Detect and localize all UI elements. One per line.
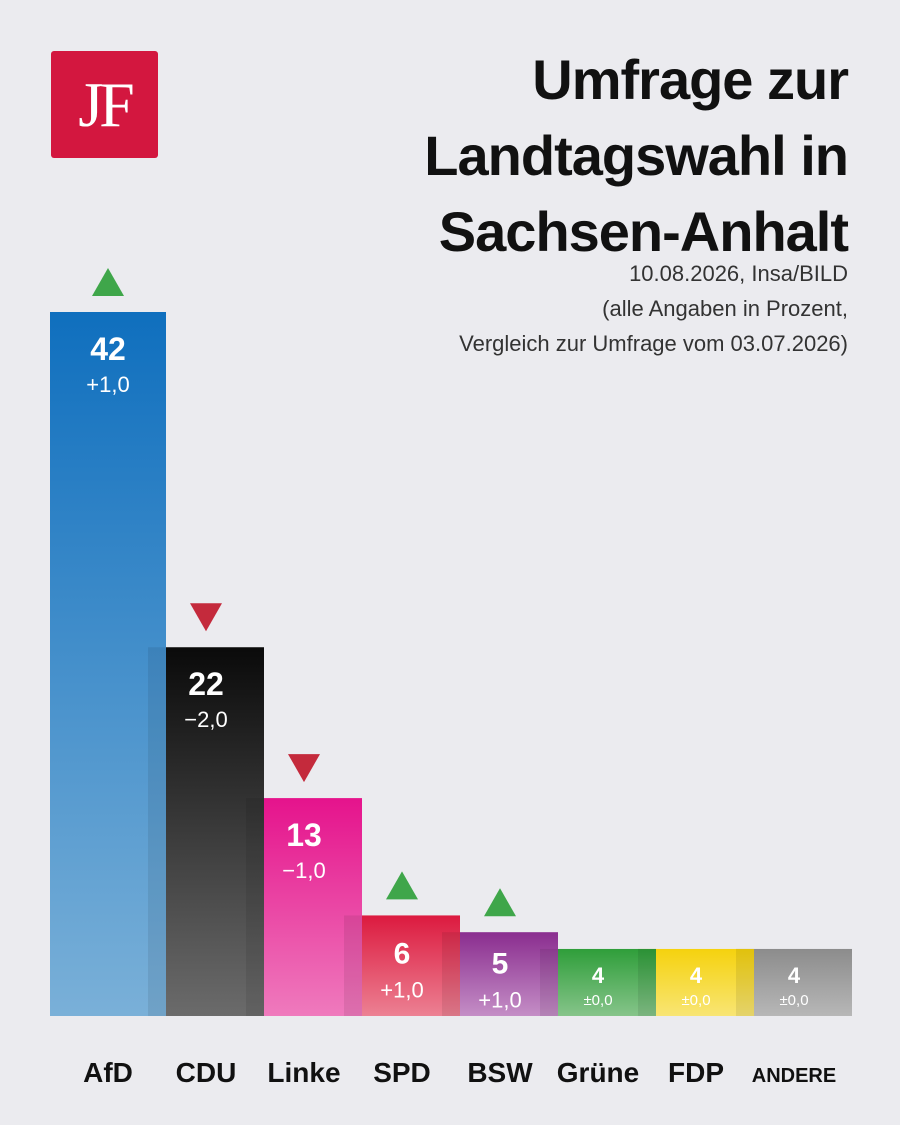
subtitle-units-note: (alle Angaben in Prozent, xyxy=(602,296,848,321)
category-label-linke: Linke xyxy=(267,1057,340,1088)
category-label-grüne: Grüne xyxy=(557,1057,639,1088)
title-line-3: Sachsen-Anhalt xyxy=(438,200,849,263)
bar-value-label: 4 xyxy=(690,963,703,988)
bar-change-label: −2,0 xyxy=(184,707,227,732)
subtitle-comparison-note: Vergleich zur Umfrage vom 03.07.2026) xyxy=(459,331,848,356)
bar-change-label: +1,0 xyxy=(86,372,129,397)
bar-shadow xyxy=(638,948,656,1016)
bar-shadow xyxy=(736,948,754,1016)
category-label-afd: AfD xyxy=(83,1057,133,1088)
trend-up-icon xyxy=(92,268,124,296)
category-label-bsw: BSW xyxy=(467,1057,533,1088)
bar-value-label: 4 xyxy=(592,963,605,988)
trend-down-icon xyxy=(190,603,222,632)
chart-title: Umfrage zur Landtagswahl in Sachsen-Anha… xyxy=(248,42,849,270)
bar-value-label: 13 xyxy=(286,817,322,853)
logo-text: JF xyxy=(78,68,134,140)
category-label-andere: ANDERE xyxy=(752,1065,836,1087)
bar-linke xyxy=(246,798,362,1016)
bar-change-label: +1,0 xyxy=(478,987,521,1012)
bar-bsw xyxy=(442,932,558,1016)
chart-subtitle: 10.08.2026, Insa/BILD (alle Angaben in P… xyxy=(288,256,848,361)
bar-value-label: 6 xyxy=(394,938,411,971)
trend-down-icon xyxy=(288,754,320,783)
category-label-cdu: CDU xyxy=(176,1057,237,1088)
bar-afd xyxy=(50,312,166,1016)
bar-fdp xyxy=(638,948,754,1016)
jf-logo: JF xyxy=(51,51,158,158)
bar-grüne xyxy=(540,948,656,1016)
bar-shadow xyxy=(344,915,362,1016)
bar-value-label: 22 xyxy=(188,666,224,702)
bar-change-label: +1,0 xyxy=(380,978,423,1003)
trend-up-icon xyxy=(386,871,418,900)
bar-value-label: 5 xyxy=(492,947,509,980)
bar-shadow xyxy=(540,948,558,1016)
category-label-fdp: FDP xyxy=(668,1057,724,1088)
bar-change-label: ±0,0 xyxy=(779,992,808,1009)
bar-value-label: 4 xyxy=(788,963,801,988)
bar-cdu xyxy=(148,647,264,1016)
bar-change-label: −1,0 xyxy=(282,858,325,883)
subtitle-date-source: 10.08.2026, Insa/BILD xyxy=(629,261,848,286)
bar-shadow xyxy=(442,932,460,1016)
title-line-1: Umfrage zur xyxy=(532,48,849,111)
bar-andere xyxy=(736,948,852,1016)
title-line-2: Landtagswahl in xyxy=(424,124,849,187)
bar-change-label: ±0,0 xyxy=(583,992,612,1009)
bar-value-label: 42 xyxy=(90,331,126,367)
trend-up-icon xyxy=(484,888,516,917)
bar-shadow xyxy=(246,798,264,1016)
bar-shadow xyxy=(148,647,166,1016)
bar-change-label: ±0,0 xyxy=(681,992,710,1009)
bar-spd xyxy=(344,915,460,1016)
category-label-spd: SPD xyxy=(373,1057,431,1088)
